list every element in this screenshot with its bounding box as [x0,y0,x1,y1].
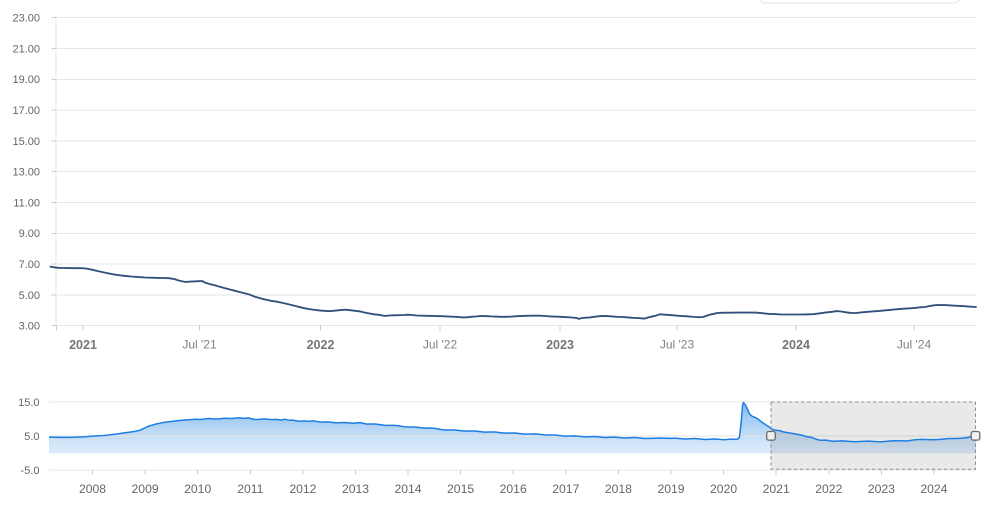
svg-text:Jul '21: Jul '21 [182,338,217,352]
svg-text:2017: 2017 [552,482,579,496]
svg-text:2021: 2021 [763,482,790,496]
svg-text:19.00: 19.00 [12,74,40,86]
svg-text:5.0: 5.0 [24,431,39,443]
svg-text:3.00: 3.00 [19,321,40,333]
svg-text:11.00: 11.00 [13,197,40,209]
svg-text:2019: 2019 [657,482,684,496]
svg-text:2010: 2010 [184,482,211,496]
svg-text:21.00: 21.00 [12,43,40,55]
svg-text:9.00: 9.00 [19,228,40,240]
svg-text:2021: 2021 [69,338,97,352]
svg-text:2013: 2013 [342,482,369,496]
svg-text:2016: 2016 [500,482,527,496]
svg-text:2023: 2023 [546,338,574,352]
svg-text:-5.0: -5.0 [21,465,40,477]
svg-text:23.00: 23.00 [12,13,40,25]
svg-text:2018: 2018 [605,482,632,496]
svg-text:2012: 2012 [289,482,316,496]
svg-text:2022: 2022 [307,338,335,352]
svg-text:Jul '24: Jul '24 [897,338,932,352]
svg-text:2015: 2015 [447,482,474,496]
svg-text:15.0: 15.0 [18,397,39,409]
svg-text:Jul '22: Jul '22 [423,338,458,352]
svg-text:15.00: 15.00 [12,136,40,148]
svg-text:2014: 2014 [394,482,421,496]
svg-text:7.00: 7.00 [19,259,40,271]
svg-text:Jul '23: Jul '23 [660,338,695,352]
svg-text:2011: 2011 [237,482,263,496]
svg-text:2022: 2022 [815,482,842,496]
svg-text:5.00: 5.00 [19,290,40,302]
svg-text:2008: 2008 [79,482,106,496]
svg-text:2020: 2020 [710,482,737,496]
svg-text:13.00: 13.00 [12,167,40,179]
svg-text:2023: 2023 [868,482,895,496]
svg-text:17.00: 17.00 [12,105,40,117]
svg-text:2024: 2024 [782,338,810,352]
svg-text:2009: 2009 [132,482,159,496]
svg-text:2024: 2024 [920,482,947,496]
